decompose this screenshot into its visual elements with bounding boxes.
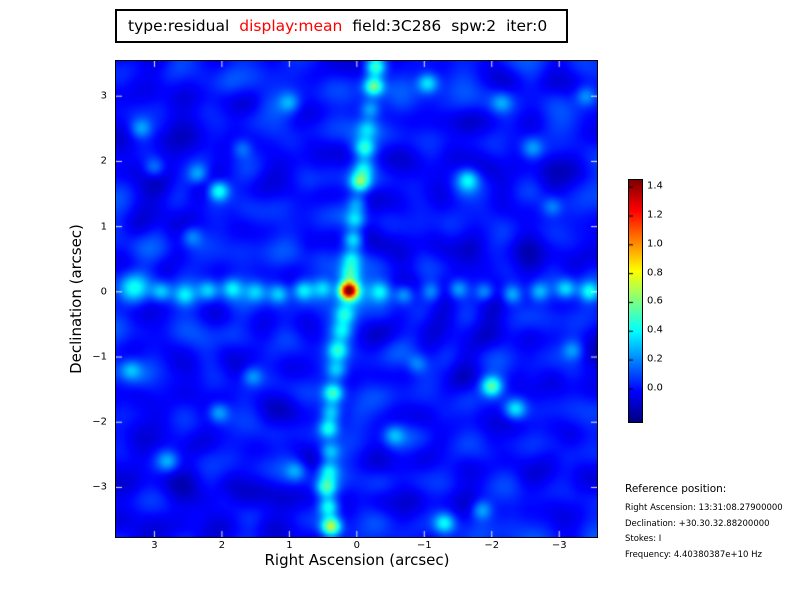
reference-ra: Right Ascension: 13:31:08.27900000 (625, 503, 783, 513)
reference-position-block: Reference position: Right Ascension: 13:… (625, 483, 797, 563)
colorbar-tick-label: 0.4 (647, 324, 663, 336)
colorbar-canvas (629, 180, 642, 422)
y-tick-label: 1 (100, 221, 107, 233)
colorbar-tick-label: 1.0 (647, 238, 663, 250)
y-tick-label: −3 (92, 481, 107, 493)
colorbar-tick-label: 0.8 (647, 267, 663, 279)
reference-stokes: Stokes: I (625, 534, 662, 544)
x-tick-label: −3 (551, 540, 567, 551)
colorbar-tick-label: 1.4 (647, 180, 663, 192)
colorbar-tick-label: 1.2 (647, 209, 663, 221)
image-plot (115, 60, 598, 538)
colorbar-tick-label: 0.6 (647, 295, 663, 307)
x-tick-label: −2 (484, 540, 500, 551)
y-tick-label: 2 (100, 155, 107, 167)
x-tick-label: 2 (218, 540, 226, 551)
title-spw: spw:2 (451, 17, 497, 35)
x-tick-label: 0 (353, 540, 361, 551)
y-tick-label: −1 (92, 351, 107, 363)
title-field: field:3C286 (352, 17, 442, 35)
plot-title-box: type:residual display:mean field:3C286 s… (115, 9, 568, 43)
residual-image-canvas (116, 61, 597, 537)
x-axis-label: Right Ascension (arcsec) (264, 551, 450, 569)
title-iter: iter:0 (506, 17, 548, 35)
x-tick-label: −1 (416, 540, 432, 551)
x-tick-label: 3 (151, 540, 158, 551)
y-tick-label: −2 (92, 416, 107, 428)
y-tick-label: 3 (100, 90, 107, 102)
title-display: display:mean (239, 17, 343, 35)
x-tick-label: 1 (286, 540, 293, 551)
title-type: type:residual (128, 17, 230, 35)
reference-dec: Declination: +30.30.32.88200000 (625, 518, 770, 529)
reference-heading: Reference position: (625, 483, 727, 495)
colorbar-tick-label: 0.0 (647, 382, 663, 394)
reference-frequency: Frequency: 4.40380387e+10 Hz (625, 549, 762, 560)
y-tick-label: 0 (100, 286, 107, 298)
colorbar (628, 179, 643, 423)
colorbar-tick-label: 0.2 (647, 353, 663, 365)
y-axis-label: Declination (arcsec) (67, 224, 85, 374)
